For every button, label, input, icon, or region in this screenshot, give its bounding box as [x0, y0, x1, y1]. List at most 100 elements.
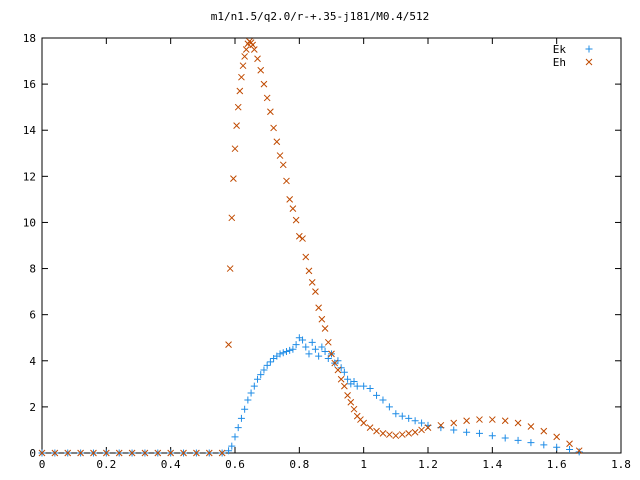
data-point-ek: [250, 382, 258, 390]
data-point-eh: [257, 66, 265, 74]
data-point-eh: [249, 41, 257, 49]
data-point-eh: [476, 416, 483, 423]
data-point-ek: [254, 375, 262, 383]
data-point-eh: [205, 449, 213, 457]
data-point-eh: [234, 103, 242, 111]
data-point-ek: [398, 412, 406, 420]
data-point-eh: [337, 375, 345, 383]
y-tick-label: 10: [23, 216, 36, 229]
data-point-ek: [282, 348, 290, 356]
data-point-eh: [315, 304, 322, 312]
data-point-ek: [263, 361, 271, 369]
legend-label-eh: Eh: [553, 56, 566, 69]
x-tick-label: 1.6: [547, 458, 567, 471]
data-point-ek: [241, 405, 249, 413]
data-point-ek: [514, 436, 522, 444]
series-eh: [38, 38, 583, 457]
y-tick-label: 4: [29, 355, 36, 368]
data-point-eh: [321, 325, 329, 332]
x-tick-label: 1: [360, 458, 367, 471]
data-point-eh: [51, 449, 59, 457]
y-tick-label: 0: [29, 447, 36, 460]
data-point-eh: [450, 419, 458, 427]
data-point-eh: [102, 449, 110, 457]
data-point-ek: [292, 341, 300, 349]
data-point-ek: [321, 348, 329, 356]
data-point-ek: [276, 350, 284, 358]
data-point-eh: [398, 431, 406, 438]
data-point-eh: [115, 449, 123, 457]
data-point-eh: [283, 177, 290, 185]
data-point-eh: [77, 449, 84, 457]
data-point-eh: [373, 427, 380, 435]
data-point-eh: [302, 253, 310, 261]
data-point-ek: [540, 441, 548, 449]
data-point-eh: [276, 152, 284, 159]
data-point-eh: [180, 449, 187, 457]
data-point-eh: [566, 440, 573, 448]
x-tick-label: 0.4: [161, 458, 181, 471]
data-point-eh: [501, 417, 509, 425]
data-point-ek: [305, 350, 313, 358]
data-point-eh: [527, 423, 535, 430]
data-point-eh: [540, 427, 548, 435]
data-point-eh: [424, 424, 432, 431]
data-point-eh: [236, 87, 244, 95]
legend-marker-ek: [585, 45, 593, 53]
data-point-ek: [318, 343, 326, 351]
data-point-ek: [344, 375, 352, 383]
data-point-ek: [244, 396, 252, 404]
data-point-eh: [154, 449, 162, 457]
data-point-ek: [266, 358, 274, 366]
data-point-eh: [226, 265, 234, 272]
data-point-ek: [353, 382, 361, 390]
data-point-eh: [386, 431, 393, 438]
data-point-ek: [231, 433, 239, 441]
data-point-ek: [286, 346, 294, 354]
data-point-eh: [250, 46, 258, 53]
data-point-ek: [566, 446, 574, 454]
legend-marker-eh: [585, 58, 593, 66]
data-point-eh: [128, 449, 136, 457]
chart-title: m1/n1.5/q2.0/r-+.35-j181/M0.4/512: [211, 10, 430, 23]
data-point-eh: [331, 359, 339, 367]
data-point-ek: [475, 429, 483, 437]
data-point-ek: [373, 391, 381, 399]
data-point-ek: [247, 389, 255, 397]
data-point-ek: [302, 343, 310, 351]
data-point-eh: [463, 417, 470, 425]
data-point-ek: [279, 349, 287, 357]
data-point-eh: [341, 382, 348, 390]
data-point-eh: [418, 426, 425, 434]
data-point-eh: [292, 216, 300, 224]
y-tick-label: 6: [29, 309, 36, 322]
data-point-eh: [514, 419, 522, 427]
y-tick-label: 12: [23, 170, 36, 183]
y-tick-label: 16: [23, 78, 36, 91]
data-point-eh: [228, 214, 236, 222]
data-point-eh: [405, 430, 413, 437]
data-point-ek: [308, 338, 316, 346]
data-point-eh: [350, 405, 358, 413]
data-point-ek: [575, 448, 583, 456]
data-point-ek: [237, 414, 245, 422]
data-point-ek: [488, 432, 496, 440]
axes: 0 0.2 0.4 0.6 0.8 1 1.2 1.4 1.6 1.8 0 2 4 6 8 10 12 14 16 1…: [23, 32, 631, 471]
data-point-ek: [257, 371, 265, 379]
data-point-ek: [340, 368, 348, 376]
data-point-ek: [234, 424, 242, 432]
data-point-eh: [553, 433, 561, 441]
data-point-eh: [279, 161, 287, 169]
data-point-eh: [141, 449, 149, 457]
y-tick-label: 8: [29, 263, 36, 276]
data-point-ek: [225, 447, 233, 455]
data-point-eh: [238, 73, 245, 81]
data-point-ek: [405, 414, 413, 422]
data-point-eh: [392, 432, 400, 440]
data-point-eh: [360, 419, 368, 427]
data-point-ek: [334, 357, 342, 365]
data-point-eh: [308, 279, 316, 286]
data-point-ek: [527, 439, 535, 447]
data-point-ek: [392, 410, 400, 418]
